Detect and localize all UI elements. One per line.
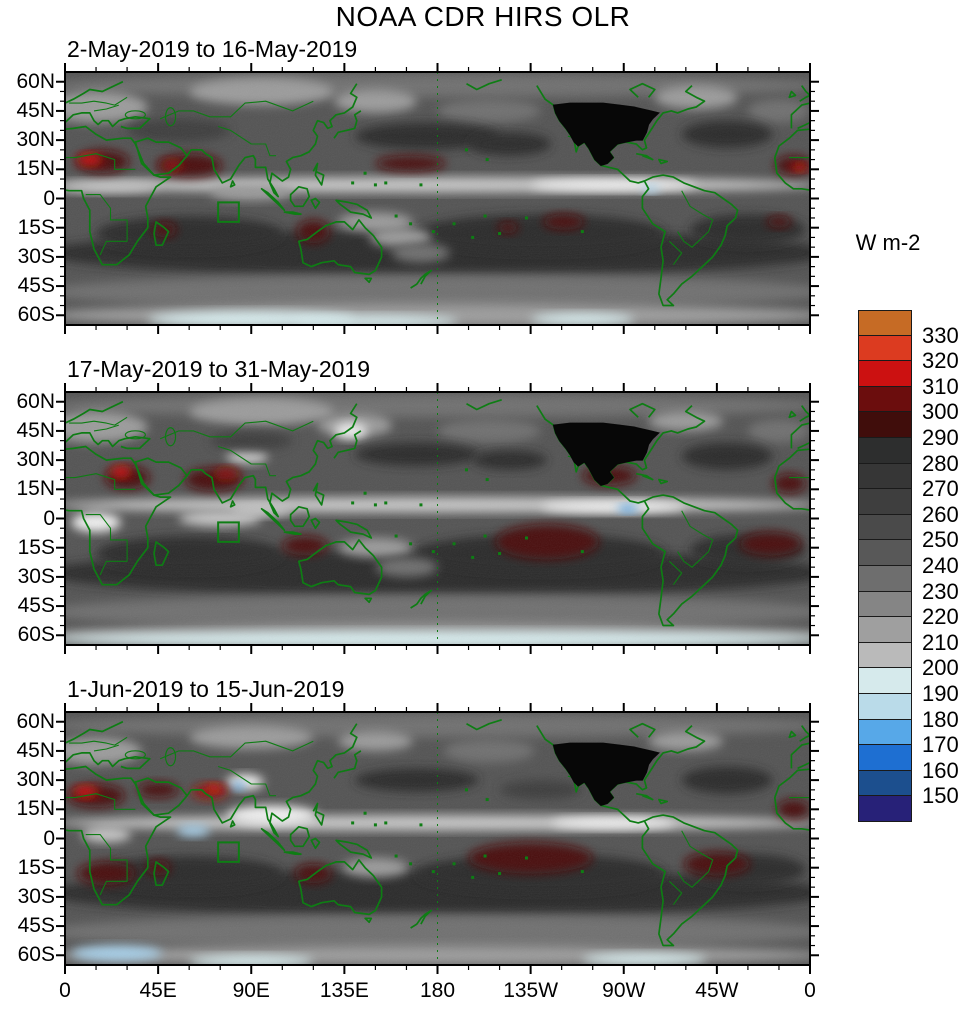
panel-title: 2-May-2019 to 16-May-2019: [67, 36, 358, 62]
lat-tick-label: 30S: [17, 564, 55, 588]
colorbar-box: [858, 745, 912, 771]
colorbar-units-label: W m-2: [855, 230, 921, 255]
lon-tick-label: 0: [59, 979, 71, 1002]
lat-tick-label: 45S: [17, 914, 55, 938]
colorbar-box: [858, 437, 912, 464]
map-panel: 2-May-2019 to 16-May-2019 60N 45N 30N 15N 0 1…: [16, 36, 819, 334]
longitude-axis: 0 45E 90E 135E 180 135W 90W 45W 0: [59, 979, 816, 1007]
colorbar-tick-label: 320: [922, 348, 959, 374]
colorbar-box: [858, 668, 912, 694]
lon-tick-label: 0: [804, 979, 816, 1002]
lon-tick-label: 135W: [503, 979, 559, 1002]
colorbar-box: [858, 514, 912, 541]
lat-tick-label: 45N: [16, 98, 55, 122]
colorbar-tick-label: 270: [922, 476, 959, 502]
colorbar-tick-label: 160: [922, 757, 959, 783]
panel-title: 17-May-2019 to 31-May-2019: [67, 356, 370, 382]
colorbar-tick-label: 200: [922, 655, 959, 681]
colorbar-tick-label: 310: [922, 373, 959, 399]
lat-tick-label: 15N: [16, 477, 55, 501]
lat-tick-label: 60S: [17, 623, 55, 647]
colorbar-box: [858, 361, 912, 387]
colorbar-tick-label: 280: [922, 450, 959, 476]
lat-tick-label: 0: [43, 506, 55, 530]
colorbar-box: [858, 386, 912, 413]
colorbar-box: [858, 642, 912, 669]
colorbar-tick-label: 300: [922, 399, 959, 425]
lat-tick-label: 60N: [16, 709, 55, 733]
lat-tick-label: 45S: [17, 594, 55, 618]
lat-tick-label: 45N: [16, 738, 55, 762]
lat-tick-label: 45S: [17, 274, 55, 298]
colorbar: 330 320 310 300 290 280 270 260 250 240 230 220 210 2…: [858, 310, 959, 822]
olr-map: [56, 703, 819, 974]
olr-map: [56, 383, 819, 654]
lat-tick-label: 60S: [17, 303, 55, 327]
lat-tick-label: 15S: [17, 855, 55, 879]
figure-title: NOAA CDR HIRS OLR: [335, 1, 631, 32]
colorbar-tick-label: 330: [922, 322, 959, 348]
colorbar-tick-label: 250: [922, 527, 959, 553]
lon-tick-label: 180: [419, 979, 456, 1002]
lat-tick-label: 30S: [17, 884, 55, 908]
colorbar-tick-label: 230: [922, 578, 959, 604]
colorbar-box: [858, 617, 912, 643]
colorbar-box: [858, 540, 912, 566]
lat-tick-label: 15N: [16, 797, 55, 821]
lat-tick-label: 0: [43, 826, 55, 850]
lat-tick-label: 60N: [16, 69, 55, 93]
colorbar-box: [858, 310, 912, 336]
colorbar-tick-label: 290: [922, 425, 959, 450]
colorbar-box: [858, 335, 912, 362]
lat-tick-label: 15N: [16, 157, 55, 181]
colorbar-box: [858, 770, 912, 797]
colorbar-box: [858, 565, 912, 592]
lon-tick-label: 45W: [695, 979, 739, 1002]
olr-map: [56, 63, 819, 334]
colorbar-tick-label: 240: [922, 553, 959, 578]
colorbar-box: [858, 412, 912, 438]
colorbar-tick-label: 190: [922, 681, 959, 706]
lat-tick-label: 0: [43, 186, 55, 210]
colorbar-tick-label: 260: [922, 501, 959, 527]
colorbar-tick-label: 150: [922, 783, 959, 809]
colorbar-box: [858, 463, 912, 490]
lat-tick-label: 45N: [16, 418, 55, 442]
colorbar-tick-label: 180: [922, 706, 959, 732]
lat-tick-label: 30N: [16, 448, 55, 472]
colorbar-box: [858, 591, 912, 618]
colorbar-box: [858, 693, 912, 720]
colorbar-box: [858, 796, 912, 822]
lat-tick-label: 60N: [16, 389, 55, 413]
lat-tick-label: 30S: [17, 244, 55, 268]
colorbar-tick-label: 210: [922, 629, 959, 655]
lat-tick-label: 15S: [17, 215, 55, 239]
lon-tick-label: 135E: [319, 979, 369, 1002]
colorbar-tick-label: 170: [922, 732, 959, 758]
panel-title: 1-Jun-2019 to 15-Jun-2019: [67, 676, 345, 702]
colorbar-box: [858, 719, 912, 746]
lon-tick-label: 90E: [232, 979, 270, 1002]
map-panel: 1-Jun-2019 to 15-Jun-2019 60N 45N 30N 15N 0 1…: [16, 676, 819, 974]
lat-tick-label: 60S: [17, 943, 55, 967]
lat-tick-label: 30N: [16, 128, 55, 152]
colorbar-box: [858, 489, 912, 515]
lon-tick-label: 45E: [139, 979, 177, 1002]
lat-tick-label: 30N: [16, 768, 55, 792]
lat-tick-label: 15S: [17, 535, 55, 559]
map-panel: 17-May-2019 to 31-May-2019 60N 45N 30N 15N 0…: [16, 356, 819, 654]
colorbar-tick-label: 220: [922, 604, 959, 630]
lon-tick-label: 90W: [602, 979, 646, 1002]
